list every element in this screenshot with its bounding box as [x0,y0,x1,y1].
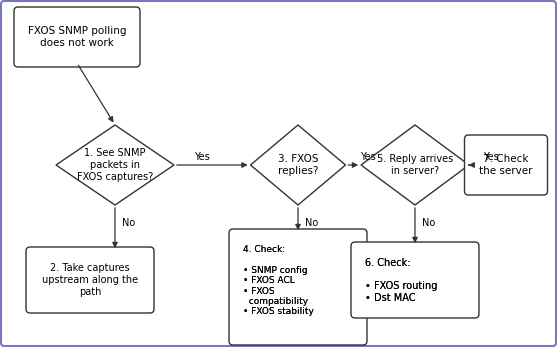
Text: 2. Take captures
upstream along the
path: 2. Take captures upstream along the path [42,263,138,297]
Text: 4. Check:

• SNMP config
• FXOS ACL
• FXOS
  compatibility
• FXOS stability: 4. Check: • SNMP config • FXOS ACL • FXO… [243,245,314,316]
FancyBboxPatch shape [26,247,154,313]
Text: 6. Check:

• FXOS routing
• Dst MAC: 6. Check: • FXOS routing • Dst MAC [365,258,437,303]
FancyBboxPatch shape [229,229,367,345]
Polygon shape [251,125,345,205]
Text: Yes: Yes [360,152,375,162]
Text: 7. Check
the server: 7. Check the server [479,154,532,176]
Text: 6. Check:

• FXOS routing
• Dst MAC: 6. Check: • FXOS routing • Dst MAC [365,258,437,303]
Text: 1. See SNMP
packets in
FXOS captures?: 1. See SNMP packets in FXOS captures? [77,149,153,181]
Text: 3. FXOS
replies?: 3. FXOS replies? [278,154,318,176]
Text: FXOS SNMP polling
does not work: FXOS SNMP polling does not work [28,26,126,48]
FancyBboxPatch shape [351,242,479,318]
Text: No: No [422,218,436,228]
Text: Yes: Yes [483,152,499,162]
Polygon shape [56,125,174,205]
Text: Yes: Yes [194,152,210,162]
Text: No: No [123,218,135,228]
Text: 4. Check:

• SNMP config
• FXOS ACL
• FXOS
  compatibility
• FXOS stability: 4. Check: • SNMP config • FXOS ACL • FXO… [243,245,314,316]
FancyBboxPatch shape [14,7,140,67]
Text: No: No [305,218,319,228]
FancyBboxPatch shape [465,135,548,195]
Polygon shape [361,125,469,205]
Text: 5. Reply arrives
in server?: 5. Reply arrives in server? [377,154,453,176]
